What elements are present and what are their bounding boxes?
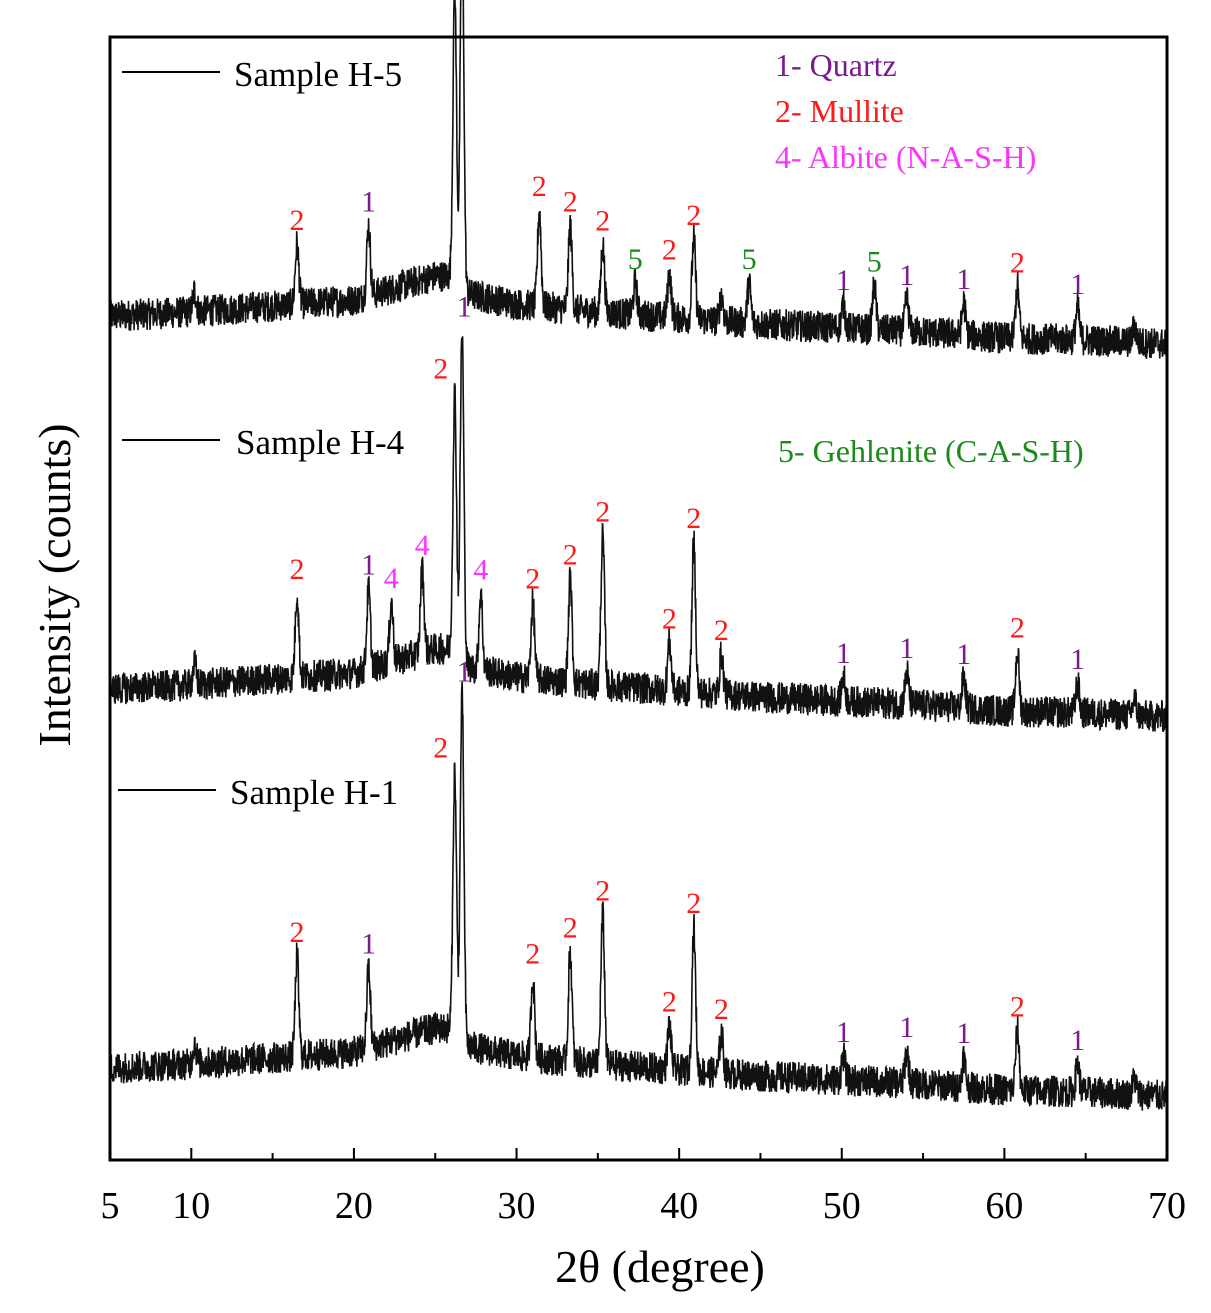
peak-label-s2-10: 2 — [714, 993, 729, 1026]
peak-label-s2-9: 2 — [686, 887, 701, 920]
peak-label-s1-3: 4 — [384, 562, 399, 595]
x-tick-label-50: 50 — [823, 1185, 861, 1227]
peak-label-s2-4: 1 — [457, 656, 472, 689]
peak-label-s1-10: 2 — [595, 495, 610, 528]
peak-label-s1-4: 4 — [415, 529, 430, 562]
phase-legend-mullite: 2- Mullite — [775, 93, 904, 129]
peak-label-s2-3: 2 — [433, 732, 448, 765]
peak-label-s1-15: 1 — [899, 632, 914, 665]
legend-label-h4: Sample H-4 — [236, 423, 404, 462]
peak-label-s0-8: 5 — [628, 243, 643, 276]
x-tick-label-30: 30 — [498, 1185, 536, 1227]
legend-label-h1: Sample H-1 — [230, 773, 398, 812]
peak-label-s1-14: 1 — [836, 637, 851, 670]
traces-layer — [109, 0, 1168, 1111]
peak-label-s0-10: 2 — [686, 199, 701, 232]
peak-label-s2-13: 1 — [956, 1017, 971, 1050]
peak-label-s1-12: 2 — [686, 502, 701, 535]
x-tick-label-20: 20 — [335, 1185, 373, 1227]
peak-label-s1-8: 2 — [525, 563, 540, 596]
peak-label-s0-12: 5 — [742, 243, 757, 276]
peak-label-s2-14: 2 — [1010, 990, 1025, 1023]
peak-label-s1-2: 1 — [361, 549, 376, 582]
peak-label-s1-16: 1 — [956, 638, 971, 671]
trace-sample-h-5 — [109, 0, 1168, 359]
peak-label-s1-1: 2 — [290, 553, 305, 586]
peak-label-s0-13: 1 — [836, 264, 851, 297]
peak-label-s0-1: 2 — [290, 204, 305, 237]
legend-entry-h4: Sample H-4 — [122, 423, 404, 462]
peak-label-s2-7: 2 — [595, 874, 610, 907]
peak-labels-layer: 2121222522515112121442142222221112121212… — [290, 170, 1086, 1057]
peak-label-s1-13: 2 — [714, 614, 729, 647]
peak-label-s2-2: 1 — [361, 928, 376, 961]
peak-label-s0-17: 2 — [1010, 246, 1025, 279]
x-tick-label-60: 60 — [985, 1185, 1023, 1227]
peak-label-s0-9: 2 — [662, 233, 677, 266]
peak-label-s1-11: 2 — [662, 602, 677, 635]
peak-label-s1-5: 2 — [433, 353, 448, 386]
peak-label-s2-12: 1 — [899, 1011, 914, 1044]
peak-label-s2-6: 2 — [563, 911, 578, 944]
peak-label-s1-9: 2 — [563, 538, 578, 571]
trace-sample-h-4 — [109, 336, 1168, 732]
phase-legend-gehlenite: 5- Gehlenite (C-A-S-H) — [778, 433, 1084, 469]
legend-label-h5: Sample H-5 — [234, 55, 402, 94]
peak-label-s0-18: 1 — [1070, 268, 1085, 301]
legend-entry-h5: Sample H-5 — [122, 55, 402, 94]
x-axis-title: 2θ (degree) — [555, 1241, 765, 1292]
x-tick-label-10: 10 — [172, 1185, 210, 1227]
x-axis-ticks: 5 10 20 30 40 50 60 70 — [101, 1148, 1186, 1227]
peak-label-s0-14: 5 — [867, 246, 882, 279]
peak-label-s2-5: 2 — [525, 938, 540, 971]
peak-label-s0-5: 2 — [532, 170, 547, 203]
x-tick-label-40: 40 — [660, 1185, 698, 1227]
peak-label-s1-17: 2 — [1010, 611, 1025, 644]
phase-legend-quartz: 1- Quartz — [775, 47, 897, 83]
peak-label-s0-15: 1 — [899, 259, 914, 292]
peak-label-s0-16: 1 — [956, 263, 971, 296]
y-axis-title: Intensity (counts) — [29, 423, 80, 746]
peak-label-s1-18: 1 — [1070, 643, 1085, 676]
peak-label-s2-15: 1 — [1070, 1024, 1085, 1057]
phase-legend-albite: 4- Albite (N-A-S-H) — [775, 139, 1036, 175]
phase-legend: 1- Quartz 2- Mullite 4- Albite (N-A-S-H)… — [775, 47, 1084, 469]
peak-label-s0-7: 2 — [595, 204, 610, 237]
peak-label-s2-11: 1 — [836, 1016, 851, 1049]
trace-sample-h-1 — [109, 681, 1168, 1111]
peak-label-s1-7: 4 — [473, 554, 488, 587]
peak-label-s2-1: 2 — [290, 916, 305, 949]
legend-entry-h1: Sample H-1 — [118, 773, 398, 812]
peak-label-s0-2: 1 — [361, 186, 376, 219]
x-tick-label-5: 5 — [101, 1185, 120, 1227]
peak-label-s0-6: 2 — [563, 185, 578, 218]
x-tick-label-70: 70 — [1148, 1185, 1186, 1227]
plot-frame — [108, 35, 1169, 1162]
peak-label-s1-6: 1 — [457, 291, 472, 324]
peak-label-s2-8: 2 — [662, 985, 677, 1018]
